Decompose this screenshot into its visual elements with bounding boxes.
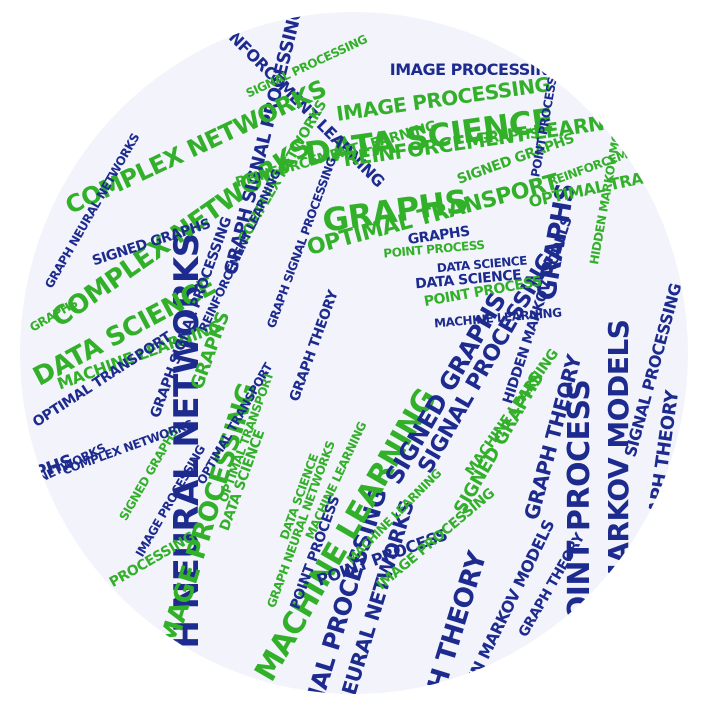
cloud-word: HIDDEN MARKOV MODELS <box>602 319 635 694</box>
cloud-word: GRAPH THEORY <box>286 288 342 404</box>
word-cloud: GRAPH NEURAL NETWORKS POINT PROCESS HIDDEN… <box>20 12 688 694</box>
cloud-word: IMAGE PROCESSING <box>389 60 562 79</box>
cloud-word: DATA SCIENCE <box>20 49 113 101</box>
